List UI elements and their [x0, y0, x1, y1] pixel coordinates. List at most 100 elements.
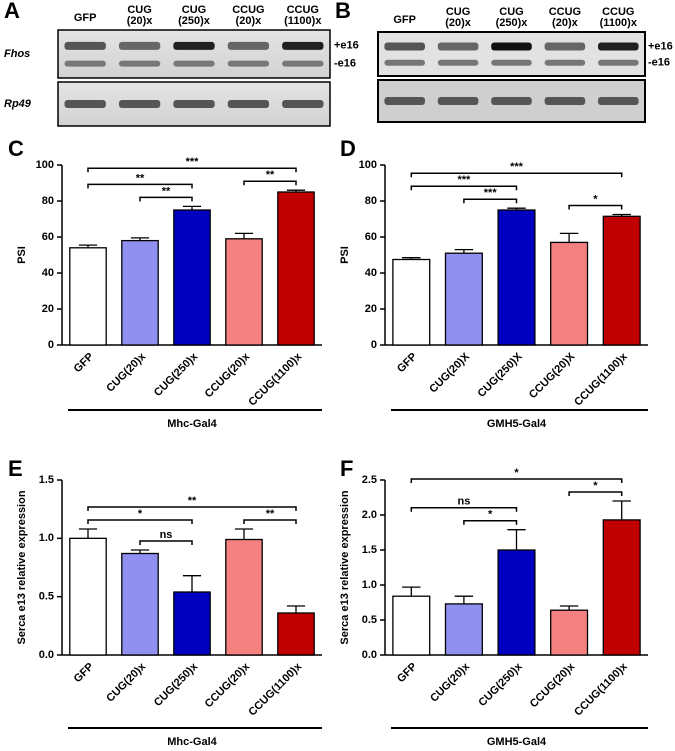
y-tick-label: 1.0 [39, 532, 54, 544]
bar [277, 612, 315, 656]
y-tick-label: 0 [48, 339, 54, 351]
lane-label: CCUG [232, 4, 264, 16]
band-label: -e16 [648, 57, 670, 69]
y-tick-label: 60 [365, 231, 377, 243]
gel-band [598, 59, 639, 66]
bar [392, 258, 431, 346]
x-tick-label: CUG(250)x [152, 350, 201, 399]
significance-bracket [568, 491, 623, 496]
y-axis-label: Serca e13 relative expression [339, 490, 351, 644]
y-axis-label: PSI [16, 246, 28, 264]
lane-label: (20)x [552, 17, 579, 29]
significance-label: *** [186, 156, 200, 168]
significance-bracket [410, 185, 518, 191]
gel-band [64, 41, 106, 50]
y-axis-label: PSI [339, 246, 351, 264]
gel-band [173, 60, 215, 67]
gel-band [118, 100, 161, 108]
bar [550, 609, 589, 656]
y-tick-label: 1.5 [362, 544, 377, 556]
band-label: +e16 [648, 40, 673, 52]
gel-band [384, 42, 425, 51]
gel-band [491, 97, 532, 105]
gel-band [544, 59, 586, 66]
gel-band [282, 60, 324, 67]
lane-label: CCUG [602, 6, 634, 18]
gel-band [282, 100, 324, 108]
x-tick-label: CCUG(20)x [203, 660, 253, 710]
gel-band [437, 42, 479, 51]
gel-band [437, 59, 479, 66]
lane-label: CCUG [287, 4, 319, 16]
x-tick-label: GFP [72, 351, 96, 375]
significance-bracket [139, 540, 193, 545]
lane-label: CUG [446, 6, 470, 18]
bar [444, 252, 483, 346]
significance-label: * [593, 480, 598, 492]
y-axis-label: Serca e13 relative expression [16, 490, 28, 644]
significance-bracket [410, 172, 623, 178]
significance-bracket [87, 167, 297, 173]
lane-label: CUG [182, 4, 206, 16]
gel-band [598, 42, 639, 51]
x-tick-label: CUG(20)X [427, 350, 472, 395]
significance-label: *** [510, 161, 524, 173]
significance-label: ** [136, 172, 145, 184]
x-tick-label: CCUG(20)X [527, 350, 578, 401]
gel-band [64, 100, 106, 108]
lane-label: (250)x [178, 15, 211, 27]
gel-band [491, 59, 532, 66]
bar [69, 247, 107, 346]
x-tick-label: CCUG(1100)x [572, 660, 630, 718]
x-tick-label: CUG(250)x [476, 660, 525, 709]
x-tick-label: CCUG(20)x [203, 350, 253, 400]
y-tick-label: 100 [36, 159, 54, 171]
bar [173, 209, 211, 346]
y-tick-label: 60 [42, 231, 54, 243]
significance-label: * [593, 193, 598, 205]
gel-band [491, 42, 532, 51]
y-tick-label: 0.0 [362, 649, 377, 661]
gel-box [57, 29, 331, 79]
gel-band [544, 97, 586, 105]
y-tick-label: 1.0 [362, 579, 377, 591]
group-label: Mhc-Gal4 [167, 418, 217, 430]
y-tick-label: 1.5 [39, 474, 54, 486]
gel-band [118, 41, 161, 50]
bar [121, 552, 159, 656]
x-tick-label: CCUG(1100)x [246, 350, 304, 408]
significance-label: ** [266, 508, 275, 520]
gel-box [377, 31, 646, 77]
gel-band [384, 97, 425, 105]
significance-label: * [514, 467, 519, 479]
panel-label: E [8, 456, 23, 481]
significance-label: * [488, 509, 493, 521]
lane-label: (1100)x [284, 15, 322, 27]
bar [392, 595, 431, 656]
significance-bracket [410, 506, 518, 512]
panel-label: D [340, 136, 356, 161]
x-tick-label: CUG(20)x [104, 660, 149, 705]
gel-band [173, 41, 215, 50]
lane-label: (20)x [236, 15, 263, 27]
y-tick-label: 80 [42, 195, 54, 207]
x-tick-label: CUG(20)x [428, 660, 473, 705]
significance-bracket [243, 180, 297, 186]
lane-label: (250)x [496, 17, 529, 29]
significance-label: ns [160, 529, 173, 541]
bar [497, 549, 536, 656]
lane-label: (20)x [127, 15, 154, 27]
y-tick-label: 0.0 [39, 649, 54, 661]
group-label: GMH5-Gal4 [487, 418, 547, 430]
significance-label: *** [484, 187, 498, 199]
y-tick-label: 80 [365, 195, 377, 207]
panel-label: C [8, 136, 24, 161]
bar [277, 191, 315, 346]
x-tick-label: CUG(20)x [104, 350, 149, 395]
bar [497, 209, 536, 346]
gel-band [437, 97, 479, 105]
significance-bracket [410, 478, 623, 483]
gel-row-label: Fhos [4, 48, 30, 60]
gel-band [227, 60, 270, 67]
lane-label: (1100)x [600, 17, 638, 29]
